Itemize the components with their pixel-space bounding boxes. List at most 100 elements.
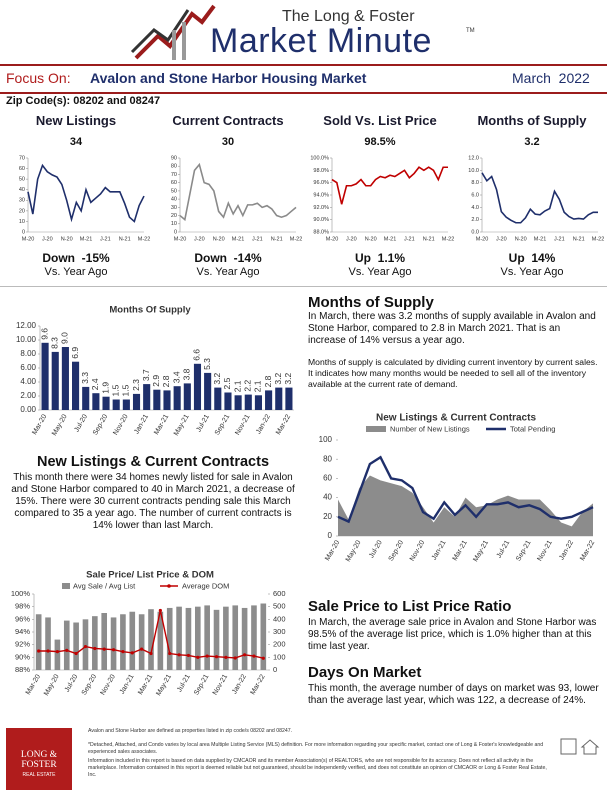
- bar: [143, 384, 151, 410]
- y-tick-label: 100.0%: [310, 155, 329, 161]
- footer-logo: LONG & FOSTER REAL ESTATE: [6, 728, 72, 790]
- section-heading: Days On Market: [308, 664, 422, 681]
- x-tick-label: M-22: [442, 236, 455, 242]
- logo-bar: [172, 30, 176, 60]
- marker: [93, 646, 97, 651]
- bar: [265, 390, 273, 410]
- x-tick-label: Jan-21: [119, 673, 136, 695]
- x-tick-label: Jul-21: [195, 413, 211, 433]
- zip: Zip Code(s): 08202 and 08247: [6, 95, 161, 107]
- bar: [214, 387, 222, 410]
- data-label: 3.2: [283, 373, 293, 385]
- y-tick-label: 90%: [15, 652, 30, 661]
- sparkline: 0.0 2.0 4.0 6.0 8.0 10.0 12.0 M-20 J-20 N-20 M-21 J…: [468, 155, 604, 242]
- x-tick-label: Jul-20: [73, 413, 89, 433]
- kpi-compare: Vs. Year Ago: [348, 266, 412, 278]
- section-text: This month, the average number of days o…: [308, 683, 599, 706]
- y-tick-label: 0: [174, 229, 177, 235]
- x-tick-label: J-20: [194, 236, 205, 242]
- y-tick-label: 20: [171, 213, 177, 219]
- x-tick-label: M-20: [326, 236, 339, 242]
- bar: [251, 605, 257, 670]
- bar: [110, 617, 117, 670]
- x-tick-label: Nov-20: [100, 673, 117, 696]
- kpi-value: 3.2: [524, 136, 540, 148]
- marker: [83, 644, 88, 649]
- bar: [223, 606, 229, 670]
- bar-chart: Months Of Supply 0.00 2.00 4.00 6.00 8.00 10.0…: [16, 305, 294, 437]
- bar: [102, 396, 110, 410]
- marker: [37, 649, 41, 653]
- data-label: 9.6: [39, 328, 49, 340]
- section-heading: Sale Price to List Price Ratio: [308, 598, 512, 615]
- marker: [252, 654, 256, 658]
- bar: [204, 605, 210, 670]
- footer-line: *Detached, Attached, and Condo varies by…: [88, 742, 544, 755]
- x-tick-label: Mar-20: [25, 673, 42, 696]
- marker: [111, 648, 116, 652]
- x-tick-label: Sep-21: [193, 673, 210, 696]
- y-tick-label: 50: [19, 177, 25, 183]
- footer-line: Information included in this report is b…: [88, 758, 547, 778]
- y-tick-label: 88.0%: [313, 229, 329, 235]
- data-label: 9.0: [60, 332, 70, 344]
- period: March 2022: [512, 70, 590, 86]
- x-tick-label: Sep-21: [214, 413, 231, 436]
- y-tick-label: 50: [171, 188, 177, 194]
- kpi-title: Sold Vs. List Price: [323, 113, 437, 128]
- trademark: TM: [466, 28, 475, 34]
- marker: [46, 649, 50, 653]
- kpi-value: 98.5%: [364, 136, 396, 148]
- bar: [148, 609, 154, 670]
- x-tick-label: Mar-22: [579, 539, 596, 562]
- bar: [254, 395, 262, 410]
- x-tick-label: May-21: [472, 539, 490, 563]
- data-label: 2.2: [243, 380, 253, 392]
- bar: [285, 387, 293, 410]
- data-label: 2.5: [222, 377, 232, 389]
- y-tick-label: 30: [19, 198, 25, 204]
- y-tick-label: 60: [19, 166, 25, 172]
- data-label: 3.7: [141, 369, 151, 381]
- kpi-change: Up 14%: [508, 251, 556, 265]
- section-text: In March, there was 3.2 months of supply…: [308, 311, 596, 346]
- x-tick-label: Mar-22: [249, 673, 266, 696]
- section-text: Months of supply is calculated by dividi…: [308, 357, 598, 389]
- data-label: 2.1: [253, 380, 263, 392]
- y-tick-label: 0: [328, 531, 333, 540]
- marker: [74, 651, 78, 656]
- bar: [241, 607, 248, 670]
- sparkline: 88.0% 90.0% 92.0% 94.0% 96.0% 98.0% 100.0% M-20…: [310, 155, 455, 242]
- x-tick-label: Jan-22: [255, 413, 272, 435]
- sparkline: 0 10 20 30 40 50 60 70 M-20 J-20 N-20 M-21 J-21 N-21 M…: [19, 155, 150, 242]
- bar: [166, 607, 173, 670]
- y-tick-label: 60: [171, 180, 177, 186]
- y-tick-label: 98.0%: [313, 168, 329, 174]
- bar: [54, 639, 61, 670]
- x-tick-label: Jul-21: [496, 539, 512, 559]
- x-tick-label: M-21: [384, 236, 397, 242]
- line: [27, 163, 145, 223]
- data-label: 2.4: [90, 378, 100, 390]
- y-tick-label: 10: [171, 221, 177, 227]
- bar: [232, 605, 239, 670]
- bar: [92, 393, 100, 410]
- logo-main: LONG & FOSTER: [20, 750, 58, 770]
- realtor-icon: [560, 738, 577, 755]
- y-tick-label: 100: [319, 435, 333, 444]
- y-tick-label: 300: [273, 627, 286, 636]
- logo-graphic: [130, 4, 216, 60]
- x-tick-label: J-20: [42, 236, 53, 242]
- data-label: 2.3: [131, 379, 141, 391]
- marker: [102, 647, 106, 651]
- kpi-compare: Vs. Year Ago: [196, 266, 260, 278]
- y-tick-label: 90: [171, 155, 177, 161]
- x-tick-label: J-20: [346, 236, 357, 242]
- section-heading: Months of Supply: [308, 294, 434, 311]
- data-label: 3.3: [80, 372, 90, 384]
- focus-title: Avalon and Stone Harbor Housing Market: [90, 70, 367, 86]
- bar: [173, 386, 181, 410]
- data-label: 1.5: [121, 384, 131, 396]
- x-tick-label: Jan-22: [231, 673, 248, 695]
